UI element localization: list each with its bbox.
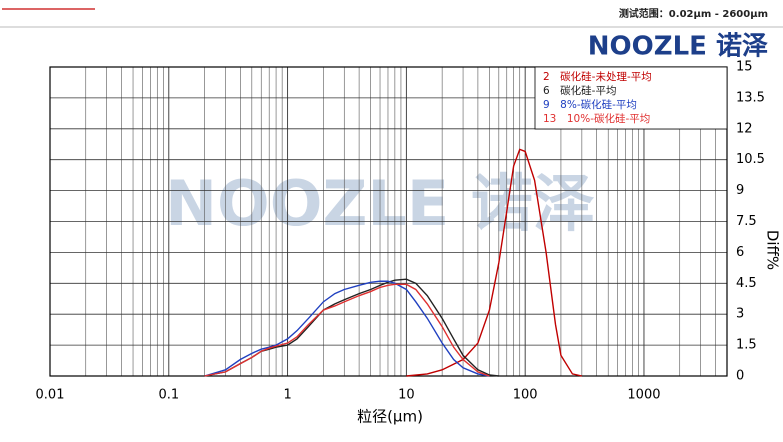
legend-entry: 13 10%-碳化硅-平均 [543, 112, 650, 125]
series-line [204, 278, 499, 377]
y-tick-label: 6 [736, 245, 744, 260]
y-tick-label: 10.5 [736, 152, 765, 167]
y-tick-label: 15 [736, 60, 753, 75]
y-tick-label: 12 [736, 121, 753, 136]
range-text: 测试范围：0.02μm - 2600μm [619, 7, 768, 20]
legend-entry: 9 8%-碳化硅-平均 [543, 98, 637, 111]
y-tick-label: 7.5 [736, 214, 757, 229]
y-tick-label: 4.5 [736, 276, 757, 291]
x-tick-label: 0.1 [158, 388, 179, 403]
y-tick-label: 13.5 [736, 90, 765, 105]
x-tick-label: 1000 [627, 388, 660, 403]
x-tick-label: 100 [513, 388, 538, 403]
series-line [204, 280, 490, 377]
legend-entry: 6 碳化硅-平均 [543, 84, 616, 97]
x-tick-label: 10 [398, 388, 415, 403]
plot-frame [49, 66, 728, 377]
y-axis-title: Diff% [764, 230, 782, 270]
legend-box [534, 66, 728, 130]
x-tick-label: 0.01 [36, 388, 65, 403]
y-tick-label: 1.5 [736, 338, 757, 353]
x-axis-title: 粒径(μm) [357, 408, 423, 426]
y-tick-label: 0 [736, 369, 744, 384]
y-tick-label: 3 [736, 307, 744, 322]
series-line [204, 283, 490, 377]
logo: NOOZLE 诺泽 [588, 32, 768, 62]
legend-entry: 2 碳化硅-未处理-平均 [543, 70, 652, 83]
x-tick-label: 1 [283, 388, 291, 403]
series-line [406, 148, 582, 377]
y-tick-label: 9 [736, 183, 744, 198]
